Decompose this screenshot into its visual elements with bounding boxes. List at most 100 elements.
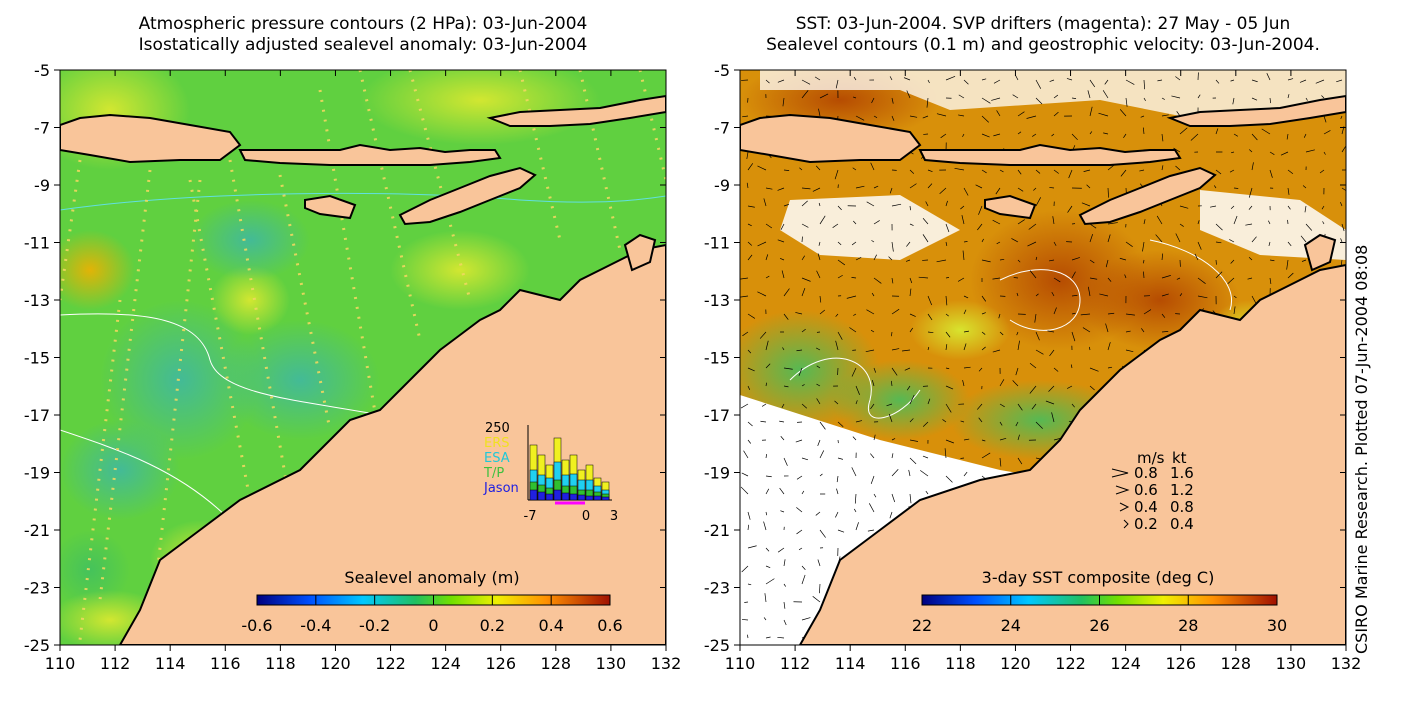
velocity-legend-ms: 0.6 [1134, 481, 1158, 499]
velocity-arrow [927, 331, 934, 334]
velocity-arrow [891, 308, 900, 315]
velocity-arrow [837, 259, 846, 266]
y-tick-label: -11 [24, 234, 50, 253]
velocity-arrow [819, 529, 826, 538]
velocity-arrow [1230, 205, 1235, 210]
velocity-arrow [855, 420, 863, 423]
velocity-arrow [945, 241, 948, 247]
colorbar-tick-label: -0.4 [300, 616, 331, 635]
sealevel-contour [1149, 239, 1232, 311]
velocity-arrow [1230, 151, 1235, 154]
sla-high-blob [360, 70, 600, 145]
velocity-arrow [837, 205, 842, 211]
lesser-sunda-islands [918, 143, 1182, 166]
velocity-arrow [981, 238, 984, 243]
velocity-arrow [981, 133, 990, 138]
velocity-arrow [998, 313, 1001, 319]
left-map [60, 70, 666, 645]
velocity-arrow [795, 312, 803, 315]
y-tick-label: -19 [24, 464, 50, 483]
australia-landmass [798, 263, 1346, 645]
velocity-arrow [801, 384, 805, 387]
y-tick-label: -17 [704, 406, 730, 425]
velocity-arrow [1251, 162, 1254, 171]
velocity-arrow [817, 439, 821, 447]
velocity-arrow [1098, 112, 1109, 117]
velocity-arrow [1142, 241, 1145, 252]
velocity-arrow [1233, 215, 1238, 225]
velocity-arrow [1125, 313, 1135, 316]
velocity-arrow [957, 277, 965, 282]
x-tick-label: 112 [780, 654, 811, 673]
velocity-arrow [867, 529, 875, 532]
velocity-legend-ms: 0.4 [1134, 498, 1158, 516]
velocity-arrow [747, 634, 749, 639]
velocity-arrow [1232, 97, 1235, 105]
velocity-arrow [783, 583, 786, 587]
velocity-arrow [853, 220, 857, 225]
velocity-arrow [801, 565, 806, 571]
velocity-arrow [765, 363, 771, 369]
velocity-arrow [888, 256, 893, 261]
velocity-arrow [1179, 205, 1189, 209]
velocity-arrow [1249, 149, 1253, 153]
velocity-arrow [760, 420, 767, 423]
velocity-arrow [945, 277, 950, 279]
velocity-arrow [1215, 79, 1220, 84]
velocity-arrow [1280, 151, 1289, 156]
velocity-arrow [819, 473, 823, 477]
velocity-arrow [765, 578, 775, 585]
velocity-arrow [783, 367, 793, 370]
y-tick-label: -5 [714, 61, 730, 80]
velocity-arrow [945, 367, 950, 370]
velocity-legend-arrow [1119, 502, 1130, 512]
velocity-arrow [777, 547, 785, 553]
velocity-arrow [801, 200, 808, 207]
x-tick-label: 114 [155, 654, 186, 673]
velocity-arrow [1029, 385, 1037, 394]
velocity-arrow [835, 511, 839, 518]
velocity-arrow [963, 187, 969, 196]
velocity-arrow [853, 313, 857, 316]
inset-bar [553, 489, 562, 501]
velocity-arrow [1011, 238, 1019, 243]
velocity-arrow [926, 97, 929, 108]
y-tick-label: -15 [24, 349, 50, 368]
velocity-arrow [765, 187, 773, 190]
tanimbar-islands [623, 233, 657, 272]
velocity-arrow [999, 403, 1005, 408]
sealevel-contour [999, 269, 1081, 331]
velocity-arrow [780, 436, 785, 441]
velocity-arrow [855, 115, 865, 121]
velocity-arrow [836, 488, 839, 495]
velocity-arrow [801, 288, 806, 297]
velocity-arrow [1323, 115, 1327, 123]
x-tick-label: 122 [1055, 654, 1086, 673]
velocity-arrow [741, 619, 749, 621]
velocity-arrow [981, 115, 990, 123]
x-tick-label: 110 [725, 654, 756, 673]
velocity-arrow [1287, 78, 1294, 81]
velocity-arrow [963, 309, 967, 315]
velocity-arrow [922, 218, 929, 225]
velocity-arrow [1287, 241, 1292, 247]
velocity-arrow [1251, 79, 1258, 83]
velocity-arrow [922, 234, 929, 243]
velocity-arrow [796, 475, 803, 480]
velocity-arrow [837, 331, 843, 340]
velocity-arrow [1053, 307, 1057, 315]
velocity-arrow [1051, 291, 1055, 297]
velocity-arrow [834, 169, 839, 180]
x-tick-label: 110 [45, 654, 76, 673]
velocity-arrow [1017, 187, 1024, 192]
velocity-arrow [873, 434, 876, 441]
velocity-arrow [1315, 79, 1325, 84]
velocity-arrow [817, 559, 821, 567]
inset-bar [561, 492, 570, 501]
velocity-arrow [781, 403, 785, 408]
velocity-arrow [976, 403, 983, 410]
y-tick-label: -21 [24, 521, 50, 540]
velocity-arrow [995, 187, 1001, 195]
velocity-arrow [1161, 114, 1169, 117]
velocity-arrow [909, 418, 914, 423]
